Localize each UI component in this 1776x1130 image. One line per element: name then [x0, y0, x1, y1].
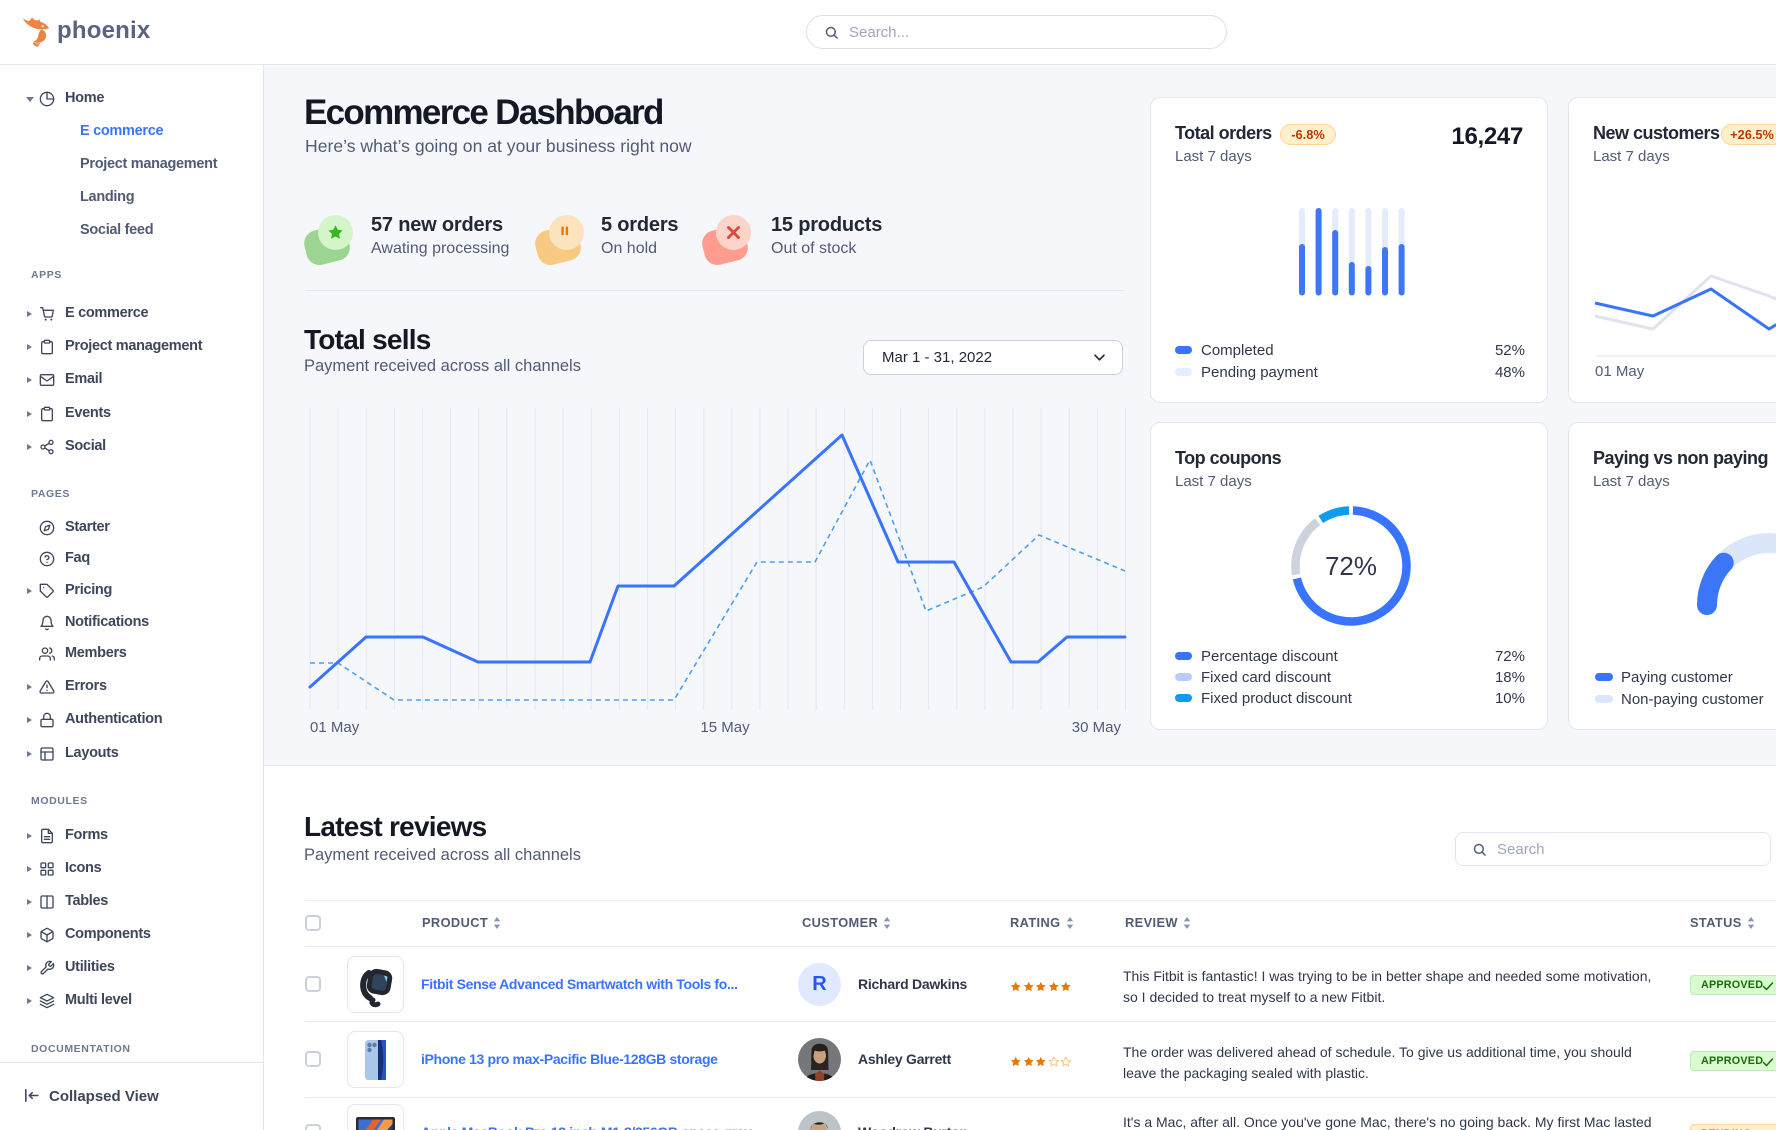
svg-text:01 May: 01 May [1595, 363, 1645, 380]
svg-text:72%: 72% [1325, 551, 1377, 581]
